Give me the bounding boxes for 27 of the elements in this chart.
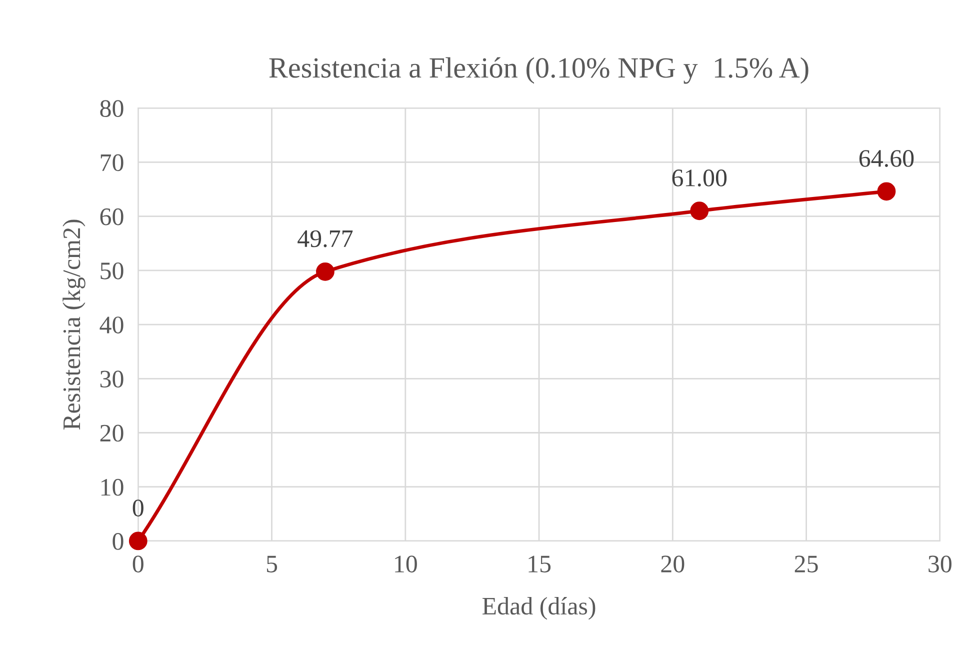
y-tick-label: 0 (112, 533, 124, 550)
y-axis-title: Resistencia (kg/cm2) (62, 220, 86, 430)
y-tick-label: 80 (100, 100, 124, 117)
y-tick-label: 10 (101, 478, 124, 496)
y-tick-label: 20 (100, 424, 124, 442)
chart-title: Resistencia a Flexión (0.10% NPG y 1.5% A) (269, 57, 808, 84)
x-tick-label: 25 (794, 556, 818, 572)
point (316, 262, 334, 281)
x-tick-label: 0 (132, 556, 144, 572)
x-tick-label: 5 (266, 556, 278, 572)
x-axis-title: Edad (días) (482, 596, 596, 620)
data-label: 64.60 (859, 150, 914, 167)
data-label: 49.77 (298, 230, 353, 248)
x-tick-label: 10 (395, 556, 417, 572)
y-tick-label: 50 (100, 262, 124, 280)
y-tick-label: 70 (100, 154, 124, 172)
y-tick-label: 60 (100, 208, 124, 226)
x-tick-label: 20 (661, 556, 684, 572)
x-tick-label: 15 (528, 556, 551, 572)
point (690, 202, 709, 220)
x-tick-label: 30 (928, 556, 952, 572)
y-tick-label: 40 (100, 316, 124, 334)
y-tick-label: 30 (100, 370, 124, 388)
point (128, 532, 148, 550)
point (877, 182, 896, 201)
data-label: 0 (132, 500, 144, 516)
data-label: 61.00 (672, 169, 727, 186)
